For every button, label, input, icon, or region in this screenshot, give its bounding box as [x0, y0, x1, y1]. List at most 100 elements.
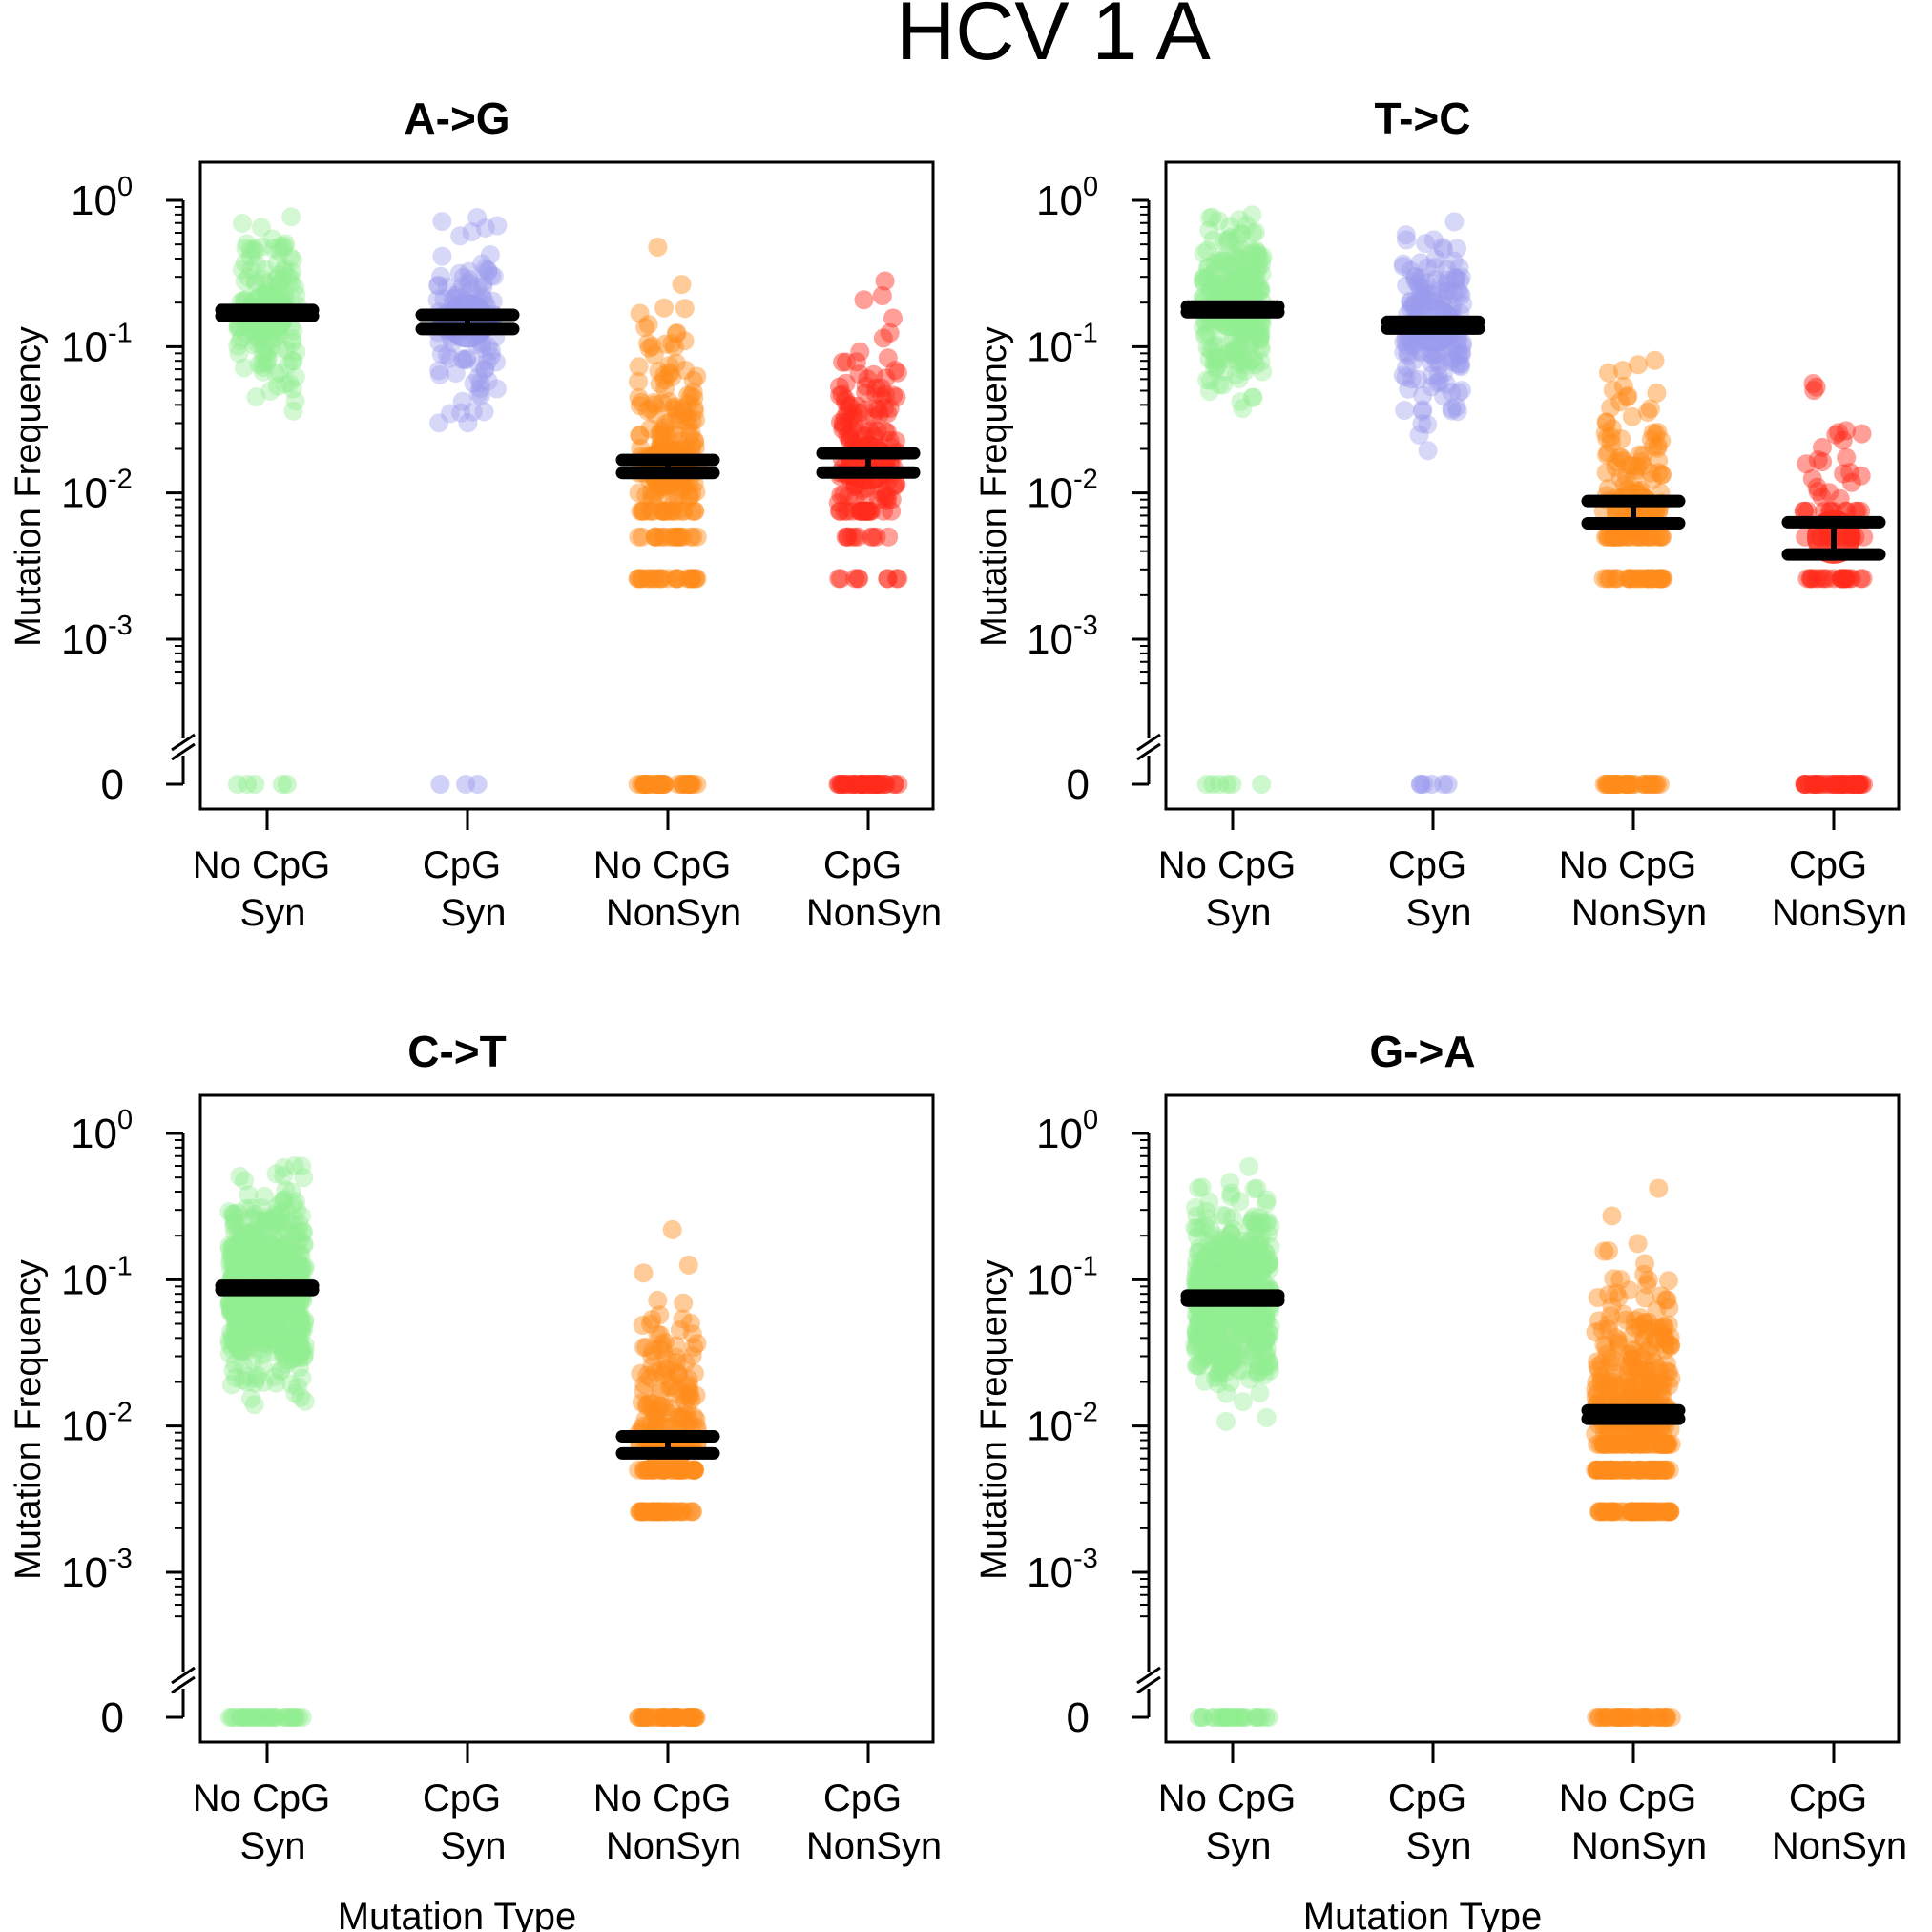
- plot-frame: [1164, 1093, 1901, 1744]
- data-point: [1658, 1434, 1678, 1454]
- data-point: [245, 1373, 265, 1393]
- data-point: [1190, 1325, 1209, 1345]
- data-point: [456, 350, 476, 370]
- data-point: [672, 1502, 692, 1522]
- data-point: [293, 1221, 313, 1241]
- zero-point: [1607, 775, 1627, 794]
- data-point: [1660, 1502, 1680, 1522]
- data-point: [1247, 1364, 1267, 1384]
- y-tick-label: 0: [1067, 761, 1090, 808]
- data-point: [432, 246, 452, 266]
- data-point: [682, 501, 702, 521]
- x-tick-label: NonSyn: [1571, 1825, 1707, 1867]
- data-point: [1840, 463, 1859, 483]
- data-point: [275, 258, 295, 278]
- zero-point: [1628, 1708, 1648, 1727]
- zero-point: [678, 1708, 698, 1727]
- data-point: [1600, 569, 1620, 589]
- data-point: [1452, 381, 1471, 401]
- data-point: [1643, 1502, 1663, 1522]
- data-point: [1653, 1434, 1673, 1454]
- data-point: [1634, 1264, 1654, 1284]
- data-point: [630, 1502, 650, 1522]
- data-point: [1246, 1256, 1266, 1276]
- data-point: [225, 1310, 245, 1330]
- data-point: [452, 391, 472, 411]
- zero-point: [1619, 775, 1639, 794]
- data-point: [659, 363, 679, 383]
- data-point: [232, 328, 252, 348]
- data-point: [1221, 1183, 1241, 1203]
- data-point: [278, 1214, 297, 1234]
- data-point: [1653, 1425, 1673, 1445]
- data-point: [232, 1300, 252, 1320]
- data-point: [1195, 1266, 1215, 1286]
- data-point: [272, 1210, 292, 1230]
- data-point: [261, 1236, 281, 1256]
- data-point: [219, 1236, 239, 1256]
- data-point: [635, 318, 655, 338]
- data-point: [1239, 1232, 1259, 1252]
- data-point: [1604, 1269, 1624, 1289]
- data-point: [1652, 1502, 1672, 1522]
- zero-point: [1852, 775, 1872, 794]
- data-point: [682, 484, 702, 504]
- data-point: [282, 1349, 302, 1369]
- data-point: [267, 1213, 287, 1233]
- data-point: [1198, 258, 1217, 278]
- data-point: [263, 1245, 283, 1265]
- data-point: [641, 1314, 660, 1334]
- data-point: [258, 351, 278, 371]
- zero-point: [288, 1708, 308, 1727]
- axis-break: [171, 742, 196, 761]
- data-point: [1230, 1348, 1249, 1368]
- data-point: [280, 247, 301, 267]
- zero-point: [650, 775, 670, 794]
- zero-point: [1845, 775, 1865, 794]
- data-point: [645, 395, 665, 415]
- data-point: [1452, 343, 1472, 364]
- data-point: [258, 341, 278, 361]
- data-point: [653, 527, 673, 547]
- zero-point: [653, 775, 673, 794]
- data-point: [874, 501, 894, 521]
- data-point: [244, 1395, 264, 1415]
- zero-point: [1248, 1708, 1268, 1727]
- data-point: [1186, 1305, 1206, 1325]
- data-point: [241, 260, 261, 280]
- data-point: [1587, 1372, 1607, 1392]
- data-point: [1256, 1213, 1276, 1233]
- data-point: [266, 1231, 286, 1251]
- data-point: [1231, 392, 1251, 412]
- data-point: [686, 410, 705, 430]
- data-point: [285, 278, 305, 297]
- data-point: [236, 1338, 256, 1358]
- zero-point: [683, 1708, 703, 1727]
- data-point: [1451, 285, 1471, 305]
- data-point: [251, 1310, 271, 1330]
- data-point: [854, 290, 874, 310]
- y-tick-label: 10-1: [1027, 1251, 1098, 1303]
- data-point: [685, 432, 705, 452]
- zero-point: [1422, 775, 1442, 794]
- data-point: [1603, 1460, 1623, 1480]
- data-point: [1620, 455, 1640, 475]
- data-point: [1644, 1434, 1664, 1454]
- zero-point: [1829, 775, 1849, 794]
- data-point: [282, 1249, 302, 1269]
- data-point: [1190, 1262, 1210, 1281]
- data-point: [1610, 447, 1630, 467]
- zero-point: [1635, 775, 1655, 794]
- data-point: [1621, 1502, 1641, 1522]
- data-point: [1797, 454, 1817, 474]
- data-point: [668, 501, 688, 521]
- data-point: [295, 1336, 315, 1356]
- zero-point: [1640, 775, 1660, 794]
- panel-title: A->G: [404, 93, 509, 143]
- data-point: [234, 1313, 254, 1333]
- zero-point: [1828, 775, 1848, 794]
- data-point: [233, 1370, 253, 1390]
- data-point: [1642, 1502, 1662, 1522]
